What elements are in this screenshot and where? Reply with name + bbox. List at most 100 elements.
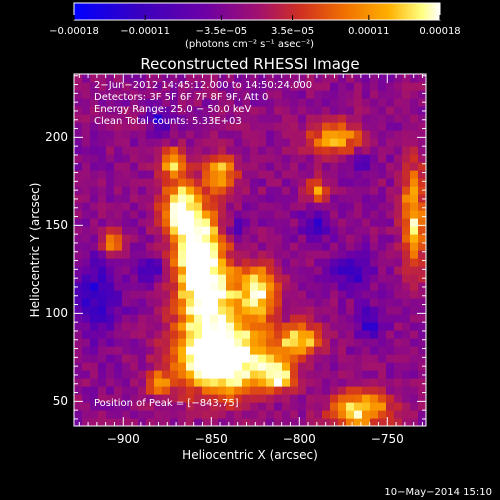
heatmap-cell: [234, 266, 243, 275]
heatmap-cell: [90, 162, 99, 171]
heatmap-cell: [114, 226, 123, 235]
heatmap-cell: [170, 258, 179, 267]
heatmap-cell: [282, 410, 291, 419]
heatmap-cell: [370, 266, 379, 275]
heatmap-cell: [130, 218, 139, 227]
heatmap-cell: [410, 98, 419, 107]
heatmap-cell: [338, 410, 347, 419]
heatmap-cell: [322, 322, 331, 331]
heatmap-cell: [394, 90, 403, 99]
heatmap-cell: [186, 386, 195, 395]
heatmap-cell: [410, 234, 419, 243]
heatmap-cell: [98, 90, 107, 99]
heatmap-cell: [234, 98, 243, 107]
heatmap-cell: [402, 314, 411, 323]
heatmap-cell: [410, 242, 419, 251]
heatmap-cell: [226, 378, 235, 387]
heatmap-cell: [258, 178, 267, 187]
heatmap-cell: [186, 330, 195, 339]
heatmap-cell: [362, 402, 371, 411]
heatmap-cell: [226, 402, 235, 411]
heatmap-cell: [298, 82, 307, 91]
heatmap-cell: [218, 242, 227, 251]
heatmap-cell: [106, 322, 115, 331]
heatmap-cell: [282, 106, 291, 115]
heatmap-cell: [178, 258, 187, 267]
heatmap-cell: [354, 122, 363, 131]
heatmap-cell: [122, 290, 131, 299]
heatmap-cell: [322, 210, 331, 219]
heatmap-cell: [114, 130, 123, 139]
heatmap-cell: [98, 354, 107, 363]
heatmap-cell: [178, 130, 187, 139]
heatmap-cell: [210, 218, 219, 227]
heatmap-cell: [82, 378, 91, 387]
heatmap-cell: [394, 226, 403, 235]
heatmap-cell: [394, 114, 403, 123]
heatmap-cell: [82, 106, 91, 115]
heatmap-cell: [402, 386, 411, 395]
heatmap-cell: [306, 130, 315, 139]
heatmap-cell: [82, 314, 91, 323]
heatmap-cell: [114, 90, 123, 99]
heatmap-cell: [106, 362, 115, 371]
heatmap-cell: [106, 178, 115, 187]
heatmap-cell: [194, 266, 203, 275]
heatmap-cell: [170, 202, 179, 211]
heatmap-cell: [130, 234, 139, 243]
heatmap-cell: [98, 170, 107, 179]
heatmap-cell: [298, 314, 307, 323]
heatmap-cell: [226, 346, 235, 355]
heatmap-cell: [346, 154, 355, 163]
heatmap-cell: [290, 282, 299, 291]
heatmap-cell: [194, 226, 203, 235]
heatmap-cell: [130, 90, 139, 99]
heatmap-cell: [298, 130, 307, 139]
heatmap-cell: [394, 210, 403, 219]
heatmap-cell: [402, 378, 411, 387]
heatmap-cell: [234, 146, 243, 155]
heatmap-cell: [322, 298, 331, 307]
heatmap-cell: [298, 74, 307, 83]
heatmap-cell: [170, 186, 179, 195]
heatmap-cell: [130, 370, 139, 379]
heatmap-cell: [106, 418, 115, 426]
heatmap-cell: [258, 210, 267, 219]
heatmap-cell: [90, 266, 99, 275]
heatmap-cell: [370, 370, 379, 379]
heatmap-cell: [186, 242, 195, 251]
heatmap-cell: [314, 202, 323, 211]
heatmap-cell: [218, 106, 227, 115]
heatmap-cell: [114, 82, 123, 91]
heatmap-cell: [146, 202, 155, 211]
heatmap-cell: [322, 82, 331, 91]
heatmap-cell: [410, 218, 419, 227]
heatmap-cell: [170, 210, 179, 219]
heatmap-cell: [226, 362, 235, 371]
heatmap-cell: [418, 282, 426, 291]
heatmap-cell: [418, 250, 426, 259]
heatmap-cell: [418, 266, 426, 275]
heatmap-cell: [170, 266, 179, 275]
heatmap-cell: [258, 114, 267, 123]
heatmap-cell: [114, 194, 123, 203]
heatmap-cell: [242, 258, 251, 267]
heatmap-cell: [122, 202, 131, 211]
heatmap-cell: [346, 266, 355, 275]
heatmap-cell: [114, 298, 123, 307]
heatmap-cell: [346, 250, 355, 259]
heatmap-cell: [162, 122, 171, 131]
heatmap-cell: [90, 322, 99, 331]
chart-title: Reconstructed RHESSI Image: [140, 55, 360, 73]
heatmap-cell: [314, 346, 323, 355]
heatmap-cell: [354, 234, 363, 243]
heatmap-cell: [338, 250, 347, 259]
heatmap-cell: [122, 378, 131, 387]
heatmap-cell: [210, 74, 219, 83]
heatmap-cell: [258, 418, 267, 426]
heatmap-cell: [314, 314, 323, 323]
heatmap-cell: [146, 210, 155, 219]
heatmap-cell: [130, 162, 139, 171]
heatmap-cell: [82, 362, 91, 371]
heatmap-cell: [410, 362, 419, 371]
